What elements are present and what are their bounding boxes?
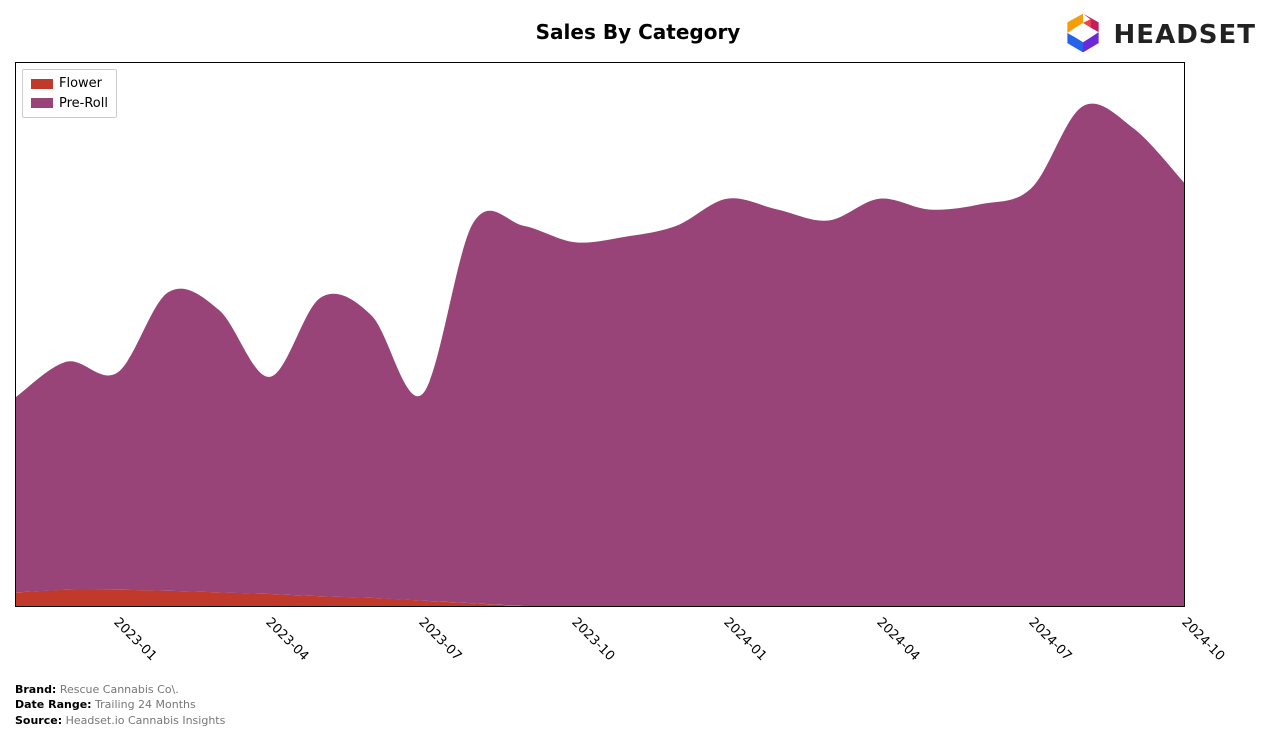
footer-line: Brand: Rescue Cannabis Co\. xyxy=(15,682,225,697)
x-tick-label: 2023-10 xyxy=(568,615,617,664)
legend: Flower Pre-Roll xyxy=(22,69,117,118)
legend-swatch-preroll xyxy=(31,98,53,108)
chart-plot-area: Flower Pre-Roll xyxy=(15,62,1185,607)
legend-item: Pre-Roll xyxy=(31,94,108,114)
x-tick-label: 2023-04 xyxy=(263,615,312,664)
x-tick-label: 2023-07 xyxy=(415,615,464,664)
footer-line: Date Range: Trailing 24 Months xyxy=(15,697,225,712)
legend-label: Pre-Roll xyxy=(59,94,108,114)
x-tick-label: 2024-07 xyxy=(1026,615,1075,664)
x-tick-label: 2024-10 xyxy=(1178,615,1227,664)
legend-swatch-flower xyxy=(31,79,53,89)
logo-icon xyxy=(1060,10,1106,60)
area-series-pre-roll xyxy=(16,104,1184,606)
chart-footer: Brand: Rescue Cannabis Co\.Date Range: T… xyxy=(15,682,225,728)
x-tick-label: 2024-04 xyxy=(873,615,922,664)
x-tick-label: 2023-01 xyxy=(110,615,159,664)
x-tick-label: 2024-01 xyxy=(721,615,770,664)
footer-line: Source: Headset.io Cannabis Insights xyxy=(15,713,225,728)
legend-label: Flower xyxy=(59,74,102,94)
logo-text: HEADSET xyxy=(1114,20,1256,50)
legend-item: Flower xyxy=(31,74,108,94)
logo: HEADSET xyxy=(1060,10,1256,60)
area-chart-svg xyxy=(16,63,1184,606)
